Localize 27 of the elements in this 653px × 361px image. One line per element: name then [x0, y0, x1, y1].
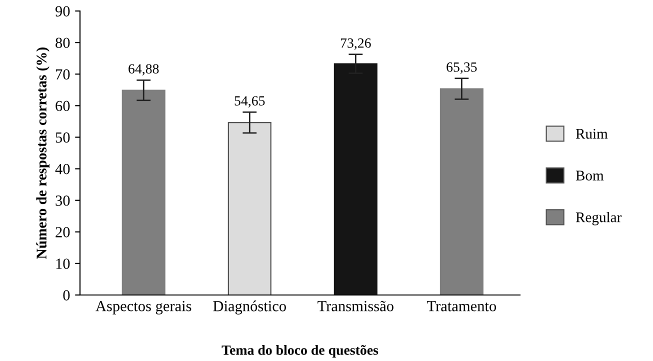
legend-label: Regular	[576, 212, 622, 226]
x-tick-label: Aspectos gerais	[96, 300, 192, 314]
data-label: 64,88	[128, 64, 159, 76]
y-tick-label: 20	[56, 227, 70, 238]
data-label: 65,35	[446, 62, 477, 74]
bar	[440, 88, 484, 295]
y-tick-label: 60	[56, 100, 70, 112]
y-tick-label: 80	[56, 38, 70, 48]
x-axis-title: Tema do bloco de questões	[222, 345, 378, 358]
y-tick-label: 40	[55, 164, 70, 174]
y-tick-label: 70	[56, 69, 70, 80]
x-tick-label: Tratamento	[427, 301, 496, 312]
legend-label: Ruim	[576, 128, 608, 139]
bar	[122, 90, 166, 295]
bar	[334, 63, 378, 295]
y-tick-label: 0	[63, 290, 70, 300]
x-tick-label: Transmissão	[318, 300, 394, 312]
y-tick-label: 90	[55, 6, 70, 16]
y-tick-label: 30	[56, 195, 70, 206]
y-tick-label: 50	[56, 132, 70, 143]
y-axis-title: Número de respostas corretas (%)	[36, 48, 50, 259]
y-tick-label: 10	[56, 258, 70, 269]
legend-label: Bom	[576, 170, 604, 180]
bar	[228, 122, 272, 295]
data-label: 54,65	[234, 96, 265, 108]
data-label: 73,26	[340, 38, 371, 50]
x-tick-label: Diagnóstico	[213, 300, 286, 314]
